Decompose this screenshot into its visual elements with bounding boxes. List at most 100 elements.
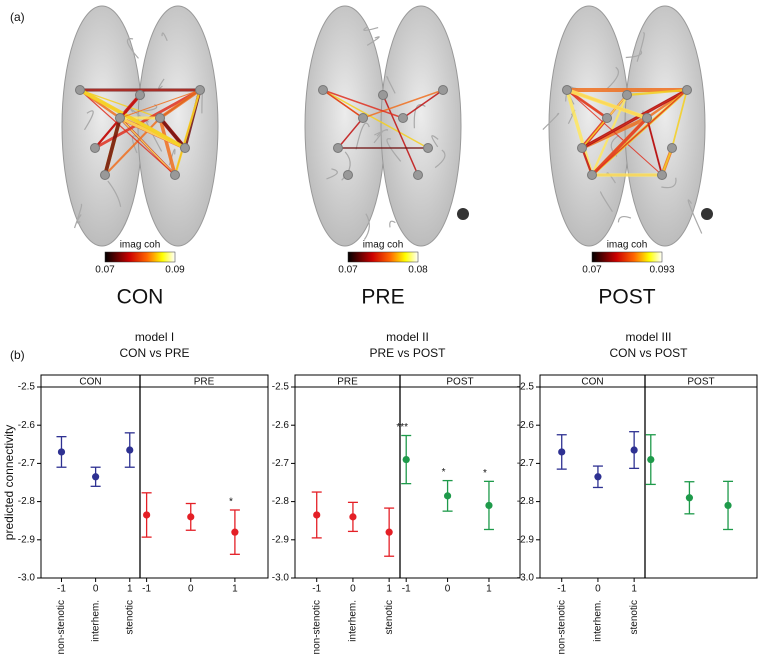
plot-frame: [294, 374, 521, 579]
gyrus: [413, 104, 426, 129]
x-category-label: stenotic: [629, 600, 640, 634]
gyrus: [158, 78, 165, 90]
x-category-label: non-stenotic: [311, 600, 322, 654]
gyrus: [107, 180, 122, 207]
y-tick-label: -3.0: [517, 573, 535, 584]
point: [57, 448, 66, 456]
x-tick-label: 1: [631, 584, 637, 595]
gyrus: [355, 122, 370, 150]
y-tick-label: -3.0: [272, 573, 290, 584]
y-tick-label: -2.6: [272, 420, 290, 431]
gyrus: [617, 215, 632, 223]
node: [155, 113, 165, 123]
node: [75, 85, 85, 95]
point: [126, 446, 134, 454]
y-tick-label: -2.8: [517, 496, 535, 507]
y-axis-label: predicted connectivity: [2, 425, 16, 540]
x-tick-label: 1: [127, 584, 133, 595]
chart-title: model III: [625, 330, 671, 344]
connection: [159, 88, 201, 120]
chart: model II PRE vs POST -2.5 -2.6 -2.7 -2.8 -2.9 -…: [272, 330, 521, 654]
hemisphere: [548, 5, 630, 247]
strip-label: POST: [446, 377, 473, 388]
gyrus: [83, 110, 94, 131]
connection: [402, 89, 444, 119]
gyrus: [434, 149, 446, 169]
node: [587, 170, 597, 180]
gyrus: [389, 220, 396, 228]
x-tick-label: 0: [595, 584, 601, 595]
panel-label: (a): [10, 10, 25, 24]
connection: [322, 89, 429, 149]
connection: [671, 89, 688, 149]
node: [642, 113, 652, 123]
point: [594, 473, 602, 481]
gyrus: [386, 138, 402, 162]
node: [115, 113, 125, 123]
connection: [322, 89, 364, 119]
connection: [566, 88, 648, 120]
connection: [581, 89, 688, 149]
point: [630, 446, 638, 454]
colorbar-tick-label: 0.07: [338, 265, 358, 276]
connection: [591, 89, 688, 176]
y-tick-label: -3.0: [18, 573, 36, 584]
colorbar-tick-label: 0.093: [649, 265, 674, 276]
gyrus: [542, 112, 560, 130]
connection: [79, 89, 176, 176]
y-tick-label: -2.6: [18, 420, 36, 431]
node: [622, 90, 632, 100]
node: [333, 143, 343, 153]
significance: *: [229, 497, 233, 508]
node: [423, 143, 433, 153]
y-tick-label: -2.9: [18, 534, 36, 545]
x-tick-label: 0: [445, 584, 451, 595]
node: [378, 90, 388, 100]
chart-title: model I: [135, 330, 174, 344]
connection: [322, 89, 404, 119]
y-tick-label: -2.8: [18, 496, 36, 507]
condition-label: CON: [117, 286, 164, 309]
chart-subtitle: CON vs POST: [609, 346, 688, 360]
strip-label: PRE: [194, 377, 215, 388]
gyrus: [636, 32, 645, 62]
significance: *: [483, 468, 487, 479]
gyrus: [386, 75, 396, 94]
colorbar-title: imag coh: [607, 240, 648, 251]
y-tick-label: -2.5: [517, 382, 535, 393]
y-tick-label: -2.5: [18, 382, 36, 393]
connection: [79, 88, 186, 150]
colorbar: [104, 251, 176, 263]
gyrus: [431, 135, 439, 148]
point: [187, 513, 195, 521]
node: [577, 143, 587, 153]
node: [90, 143, 100, 153]
x-tick-label: -1: [57, 584, 66, 595]
hemisphere: [380, 5, 462, 247]
gyrus: [126, 38, 139, 59]
y-tick-label: -2.7: [272, 458, 290, 469]
node: [667, 143, 677, 153]
point: [724, 501, 732, 510]
panel-label: (b): [10, 348, 25, 362]
node: [438, 85, 448, 95]
significance: *: [442, 467, 446, 478]
x-tick-label: 0: [350, 584, 356, 595]
x-category-label: stenotic: [384, 600, 395, 634]
node: [170, 170, 180, 180]
point: [143, 511, 151, 519]
point: [92, 473, 100, 481]
point: [385, 528, 393, 536]
point: [647, 455, 655, 464]
brain: imag coh 0.07 0.093 POST: [542, 5, 713, 309]
marker-dot: [701, 208, 713, 220]
significance: ***: [396, 422, 408, 433]
node: [682, 85, 692, 95]
gyrus: [130, 108, 141, 117]
connection: [362, 89, 444, 119]
node: [135, 90, 145, 100]
connection: [158, 117, 177, 176]
strip-label: POST: [687, 377, 714, 388]
